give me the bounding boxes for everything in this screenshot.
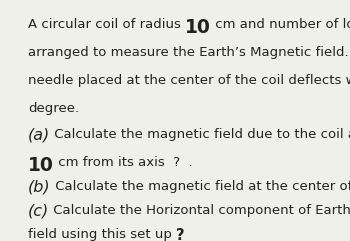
Text: 10: 10	[185, 18, 211, 37]
Text: (c): (c)	[28, 204, 49, 219]
Text: cm and number of loops: cm and number of loops	[211, 18, 350, 31]
Text: 10: 10	[28, 156, 54, 175]
Text: needle placed at the center of the coil deflects with angle of: needle placed at the center of the coil …	[28, 74, 350, 87]
Text: ?: ?	[176, 228, 185, 241]
Text: degree.: degree.	[28, 102, 79, 115]
Text: Calculate the Horizontal component of Earth’s Magnetic: Calculate the Horizontal component of Ea…	[49, 204, 350, 217]
Text: Calculate the magnetic field due to the coil at a distance of: Calculate the magnetic field due to the …	[50, 128, 350, 141]
Text: (b): (b)	[28, 180, 51, 195]
Text: A circular coil of radius: A circular coil of radius	[28, 18, 185, 31]
Text: cm from its axis  ?  .: cm from its axis ? .	[54, 156, 192, 169]
Text: field using this set up: field using this set up	[28, 228, 176, 241]
Text: arranged to measure the Earth’s Magnetic field. The compass: arranged to measure the Earth’s Magnetic…	[28, 46, 350, 59]
Text: (a): (a)	[28, 128, 50, 143]
Text: Calculate the magnetic field at the center of the coil  ?  .: Calculate the magnetic field at the cent…	[51, 180, 350, 193]
